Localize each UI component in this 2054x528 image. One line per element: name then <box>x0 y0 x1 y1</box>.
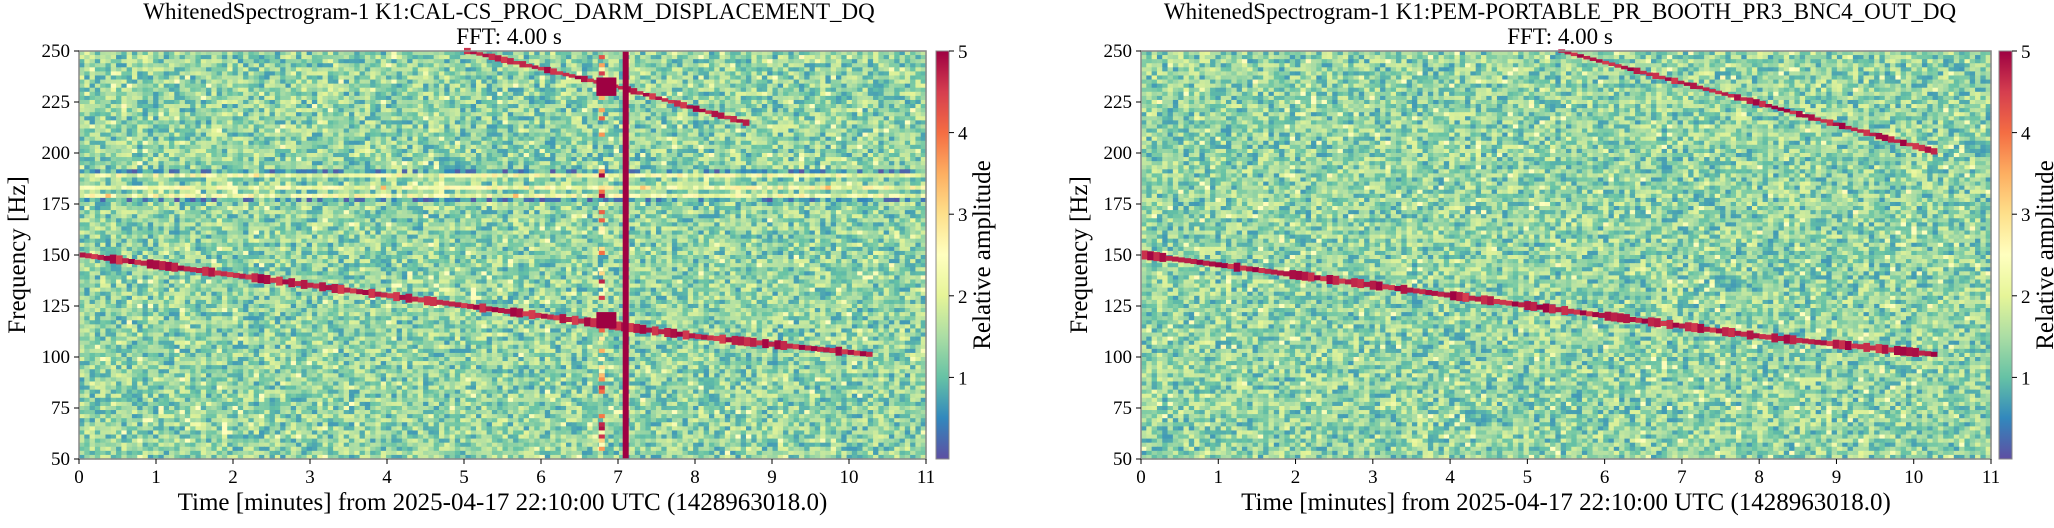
spectrogram-heatmap <box>79 51 927 460</box>
chart-title: WhitenedSpectrogram-1 K1:CAL-CS_PROC_DAR… <box>143 0 875 24</box>
colorbar-tick-label: 5 <box>2021 42 2031 63</box>
x-tick-label: 1 <box>151 467 161 488</box>
colorbar: 1 2 3 4 5 <box>1999 42 2031 459</box>
chart-title: WhitenedSpectrogram-1 K1:PEM-PORTABLE_PR… <box>1164 0 1957 24</box>
x-tick-label: 3 <box>1368 467 1378 488</box>
x-axis: 0 1 2 3 4 5 6 7 8 9 10 11 <box>1136 459 2000 488</box>
y-tick-label: 200 <box>1104 143 1133 164</box>
chart-subtitle: FFT: 4.00 s <box>456 24 562 49</box>
x-tick-label: 6 <box>536 467 546 488</box>
y-axis-label: Frequency [Hz] <box>1066 176 1093 334</box>
y-tick-label: 150 <box>1104 245 1133 266</box>
colorbar-tick-label: 3 <box>958 205 968 226</box>
x-tick-label: 4 <box>382 467 392 488</box>
spectrogram-panel-pem: WhitenedSpectrogram-1 K1:PEM-PORTABLE_PR… <box>1066 0 2054 516</box>
y-tick-label: 75 <box>51 398 70 419</box>
colorbar-gradient <box>1999 51 2012 459</box>
x-tick-label: 11 <box>1982 467 2000 488</box>
colorbar-tick-label: 4 <box>2021 124 2031 145</box>
spectrogram-panel-darm: WhitenedSpectrogram-1 K1:CAL-CS_PROC_DAR… <box>4 0 996 516</box>
y-axis: 50 75 100 125 150 175 200 225 250 <box>1104 41 1142 470</box>
colorbar-tick-label: 5 <box>958 42 968 63</box>
x-tick-label: 2 <box>228 467 238 488</box>
y-tick-label: 175 <box>42 194 71 215</box>
colorbar-label: Relative amplitude <box>2032 160 2054 350</box>
x-tick-label: 8 <box>1754 467 1764 488</box>
x-tick-label: 7 <box>1677 467 1687 488</box>
x-axis-label: Time [minutes] from 2025-04-17 22:10:00 … <box>178 489 828 516</box>
y-tick-label: 200 <box>42 143 71 164</box>
x-tick-label: 6 <box>1600 467 1610 488</box>
colorbar-tick-label: 2 <box>2021 287 2031 308</box>
x-tick-label: 9 <box>1832 467 1842 488</box>
x-tick-label: 3 <box>305 467 315 488</box>
x-tick-label: 7 <box>613 467 623 488</box>
y-tick-label: 250 <box>42 41 71 62</box>
colorbar-tick-label: 4 <box>958 124 968 145</box>
y-axis-label: Frequency [Hz] <box>4 176 31 334</box>
x-axis-label: Time [minutes] from 2025-04-17 22:10:00 … <box>1241 489 1891 516</box>
y-tick-label: 100 <box>1104 347 1133 368</box>
y-tick-label: 175 <box>1104 194 1133 215</box>
x-tick-label: 2 <box>1291 467 1301 488</box>
colorbar-tick-label: 1 <box>958 368 968 389</box>
colorbar-tick-label: 2 <box>958 287 968 308</box>
y-tick-label: 100 <box>42 347 71 368</box>
x-tick-label: 10 <box>1904 467 1923 488</box>
glitch-line <box>623 51 629 459</box>
colorbar-label: Relative amplitude <box>969 160 996 350</box>
y-tick-label: 75 <box>1113 398 1132 419</box>
y-tick-label: 50 <box>51 449 70 470</box>
x-tick-label: 1 <box>1214 467 1224 488</box>
y-tick-label: 50 <box>1113 449 1132 470</box>
y-tick-label: 125 <box>1104 296 1133 317</box>
x-tick-label: 4 <box>1445 467 1455 488</box>
x-axis: 0 1 2 3 4 5 6 7 8 9 10 11 <box>74 459 935 488</box>
x-tick-label: 0 <box>1136 467 1146 488</box>
x-tick-label: 5 <box>459 467 469 488</box>
colorbar: 1 2 3 4 5 <box>936 42 968 459</box>
y-axis: 50 75 100 125 150 175 200 225 250 <box>42 41 80 470</box>
y-tick-label: 225 <box>42 92 71 113</box>
colorbar-tick-label: 3 <box>2021 205 2031 226</box>
x-tick-label: 9 <box>767 467 777 488</box>
colorbar-tick-label: 1 <box>2021 368 2031 389</box>
x-tick-label: 10 <box>840 467 859 488</box>
figure: WhitenedSpectrogram-1 K1:CAL-CS_PROC_DAR… <box>0 0 2054 523</box>
y-tick-label: 125 <box>42 296 71 317</box>
y-tick-label: 150 <box>42 245 71 266</box>
y-tick-label: 225 <box>1104 92 1133 113</box>
chart-subtitle: FFT: 4.00 s <box>1507 24 1613 49</box>
x-tick-label: 11 <box>917 467 935 488</box>
x-tick-label: 0 <box>74 467 84 488</box>
colorbar-gradient <box>936 51 949 459</box>
x-tick-label: 5 <box>1523 467 1533 488</box>
x-tick-label: 8 <box>690 467 700 488</box>
spectrogram-heatmap <box>1141 51 1992 460</box>
y-tick-label: 250 <box>1104 41 1133 62</box>
